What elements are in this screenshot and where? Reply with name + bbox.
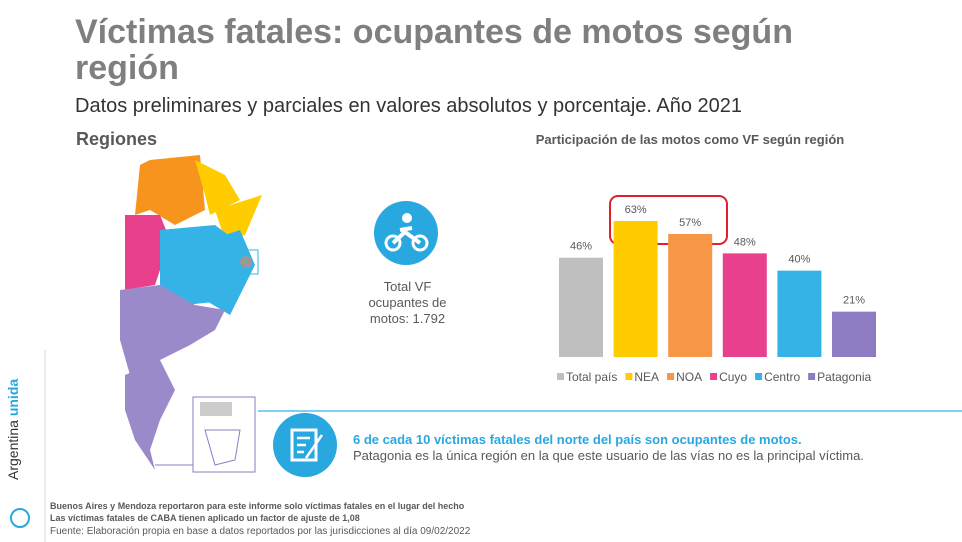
bar: [722, 253, 767, 357]
value-label: 40%: [788, 254, 810, 266]
stat: Total VF ocupantes de motos: 1.792: [368, 279, 447, 326]
value-label: 57%: [679, 217, 701, 229]
value-label: 21%: [843, 295, 865, 307]
highlight-text: Patagonia es la única región en la que e…: [353, 448, 864, 463]
legend-label: Centro: [764, 370, 800, 384]
bar: [832, 311, 876, 357]
legend-label: Patagonia: [817, 370, 871, 384]
map-title: Regiones: [76, 129, 158, 149]
legend-swatch: [625, 373, 633, 380]
legend-label: NOA: [676, 370, 702, 384]
emblem: [10, 508, 30, 528]
legend-swatch: [755, 373, 763, 380]
legend-label: NEA: [634, 370, 659, 384]
legend-swatch: [710, 373, 718, 380]
footnote: Las víctimas fatales de CABA tienen apli…: [50, 513, 360, 523]
subtitle: Datos preliminares y parciales en valore…: [75, 95, 743, 117]
legend-swatch: [557, 373, 564, 380]
brand: Argentina unida: [5, 379, 21, 480]
bar: [613, 221, 658, 357]
chart-title: Participación de las motos como VF según…: [535, 132, 845, 147]
brand-word: unida: [5, 378, 21, 417]
bar: [668, 233, 713, 357]
bar: [559, 257, 603, 357]
bar-chart: 46% 63% 57% 48% 40% 21% Total país NEA NOA Cuyo Ce…: [557, 204, 876, 384]
bar: [777, 270, 822, 357]
value-label: 46%: [570, 241, 592, 253]
source: Fuente: Elaboración propia en base a dat…: [50, 526, 471, 537]
highlight-headline: 6 de cada 10 víctimas fatales del norte …: [353, 432, 802, 447]
legend-label: Total país: [566, 370, 617, 384]
legend-swatch: [808, 373, 816, 380]
value-label: 48%: [734, 236, 756, 248]
legend-label: Cuyo: [719, 370, 747, 384]
legend-swatch: [667, 373, 675, 380]
map: [120, 155, 262, 473]
title: Víctimas fatales: ocupantes de motos seg…: [75, 13, 793, 87]
brand-word: Argentina: [5, 420, 21, 480]
footnote: Buenos Aires y Mendoza reportaron para e…: [50, 501, 465, 511]
value-label: 63%: [625, 204, 647, 216]
